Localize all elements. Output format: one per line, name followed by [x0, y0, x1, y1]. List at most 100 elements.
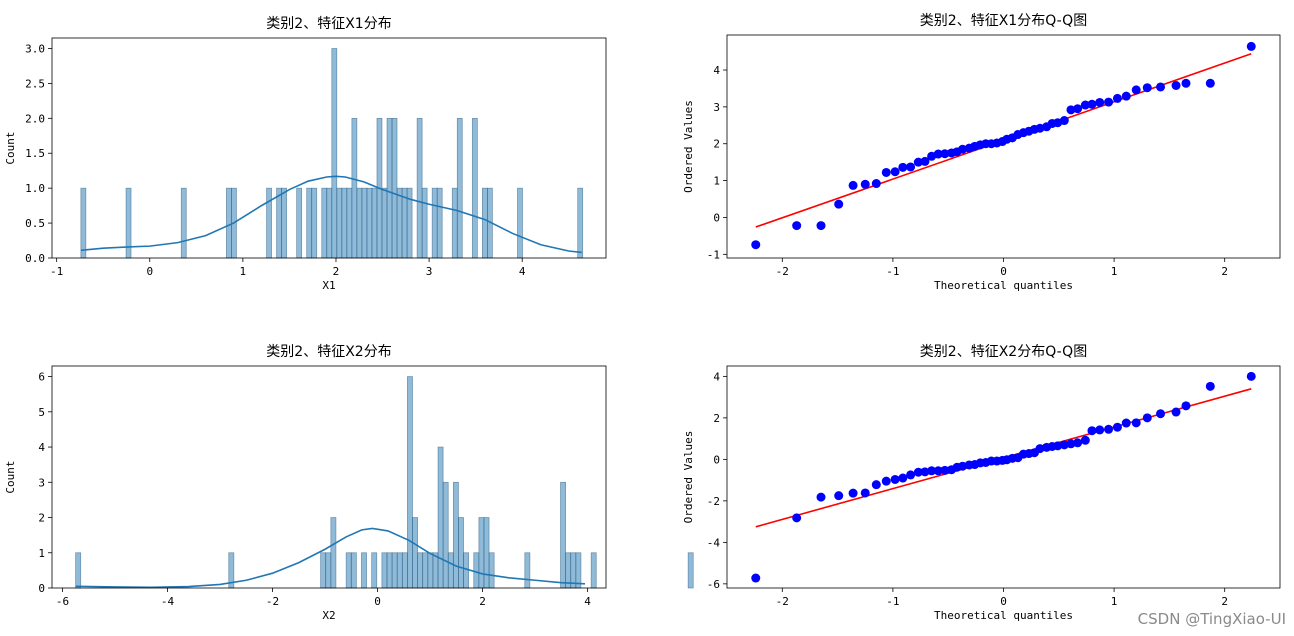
x-tick-label: 1 — [1111, 595, 1118, 608]
x-axis-label: X1 — [322, 279, 335, 292]
x-tick-label: 0 — [1000, 265, 1007, 278]
histogram-bar — [361, 187, 368, 259]
histogram-bar — [361, 552, 367, 589]
x-tick-label: 0 — [374, 595, 381, 608]
qq-point — [1066, 105, 1076, 115]
chart-title: 类别2、特征X1分布Q-Q图 — [920, 13, 1087, 29]
histogram-bar — [346, 187, 353, 259]
x2-histogram-panel: 类别2、特征X2分布 -6 -4 -2 0 2 4 0 1 2 3 4 5 6 X2 Count — [4, 344, 694, 622]
histogram-bar — [330, 517, 337, 589]
histogram-bar — [590, 552, 597, 589]
qq-point — [871, 179, 881, 189]
qq-point — [848, 488, 858, 498]
histogram-bar — [80, 187, 87, 259]
qq-point — [1156, 409, 1166, 419]
histogram-bar — [371, 187, 378, 259]
histogram-bar — [386, 117, 393, 259]
qq-point — [920, 156, 930, 166]
qq-point — [1156, 82, 1166, 92]
histogram-bar — [687, 552, 694, 589]
histogram-bar — [401, 552, 408, 589]
x-tick-label: -6 — [56, 595, 69, 608]
histogram-bar — [447, 552, 454, 589]
x-axis-label: Theoretical quantiles — [934, 609, 1073, 622]
histogram-bar — [180, 187, 187, 259]
qq-point — [1095, 425, 1105, 435]
histogram-bar — [488, 552, 495, 589]
x-axis-label: X2 — [322, 609, 335, 622]
axes-frame — [51, 365, 607, 589]
qq-point — [913, 467, 923, 477]
x-tick-label: 1 — [240, 265, 247, 278]
histogram-bar — [432, 552, 439, 589]
axes-frame — [726, 34, 1281, 259]
qq-point — [906, 162, 916, 172]
x-tick-label: -4 — [161, 595, 175, 608]
qq-point — [1131, 85, 1141, 95]
y-tick-label: 4 — [38, 441, 45, 454]
qq-point — [933, 149, 943, 159]
histogram-bar — [427, 552, 434, 589]
x-tick-label: -1 — [886, 265, 899, 278]
y-tick-label: 2.5 — [25, 77, 45, 90]
histogram-bar — [473, 552, 480, 589]
y-tick-label: 3 — [38, 476, 45, 489]
y-axis-label: Ordered Values — [682, 431, 695, 524]
y-tick-label: 0 — [713, 453, 720, 466]
chart-title: 类别2、特征X1分布 — [266, 16, 391, 32]
y-tick-label: 1 — [713, 175, 720, 188]
histogram-bar — [281, 187, 287, 259]
x2-qq-plot-panel: 类别2、特征X2分布Q-Q图 -2 -1 0 1 2 -6 -4 -2 0 2 4 Theoretica… — [682, 344, 1281, 622]
y-tick-label: 1 — [38, 547, 45, 560]
qq-point — [913, 157, 923, 167]
histogram-bar — [407, 376, 413, 589]
y-axis-label: Count — [4, 460, 17, 493]
histogram-bar — [396, 187, 403, 259]
histogram-bar — [436, 187, 443, 259]
y-tick-label: -4 — [707, 536, 721, 549]
histogram-bar — [421, 187, 428, 259]
histogram-bar — [396, 552, 403, 589]
x-tick-label: -1 — [886, 595, 899, 608]
y-tick-label: 0 — [38, 582, 45, 595]
x-tick-label: 0 — [1000, 595, 1007, 608]
histogram-bar — [75, 552, 82, 589]
histogram-bar — [524, 552, 531, 589]
x1-histogram-panel: 类别2、特征X1分布 -1 0 1 2 3 4 0.0 0.5 1.0 1.5 2.0 2.5 3.0 X1… — [4, 16, 607, 292]
kde-curve — [80, 175, 582, 254]
histogram-bar — [345, 552, 352, 589]
histogram-bar — [296, 187, 303, 259]
y-tick-label: 1.5 — [25, 147, 45, 160]
histogram-bar — [325, 552, 332, 589]
qq-point — [958, 144, 968, 154]
histogram-bar — [320, 552, 327, 589]
y-tick-label: 1.0 — [25, 182, 45, 195]
kde-curve — [75, 527, 586, 589]
histogram-bar — [437, 446, 444, 589]
y-tick-label: 2 — [38, 512, 45, 525]
histogram-bar — [416, 117, 423, 259]
qq-point — [927, 466, 937, 476]
qq-point — [1205, 381, 1215, 391]
qq-point — [1073, 438, 1083, 448]
qq-point — [848, 180, 858, 190]
y-tick-label: 6 — [38, 371, 45, 384]
qq-point — [1181, 401, 1191, 411]
y-tick-label: 2 — [713, 412, 720, 425]
qq-point — [1095, 97, 1105, 107]
histogram-bar — [431, 187, 438, 259]
qq-point — [940, 465, 950, 475]
x-tick-label: 4 — [519, 265, 526, 278]
axes-frame — [726, 365, 1281, 589]
histogram-bar — [417, 552, 424, 589]
x-tick-label: 2 — [333, 265, 340, 278]
qq-point — [1181, 78, 1191, 88]
y-tick-label: -1 — [707, 248, 720, 261]
y-tick-label: 3.0 — [25, 42, 45, 55]
x-tick-label: 2 — [479, 595, 486, 608]
histogram-bar — [381, 552, 388, 589]
qq-point — [1205, 78, 1215, 88]
x-axis-label: Theoretical quantiles — [934, 279, 1073, 292]
qq-point — [920, 467, 930, 477]
histogram-bar — [422, 552, 429, 589]
